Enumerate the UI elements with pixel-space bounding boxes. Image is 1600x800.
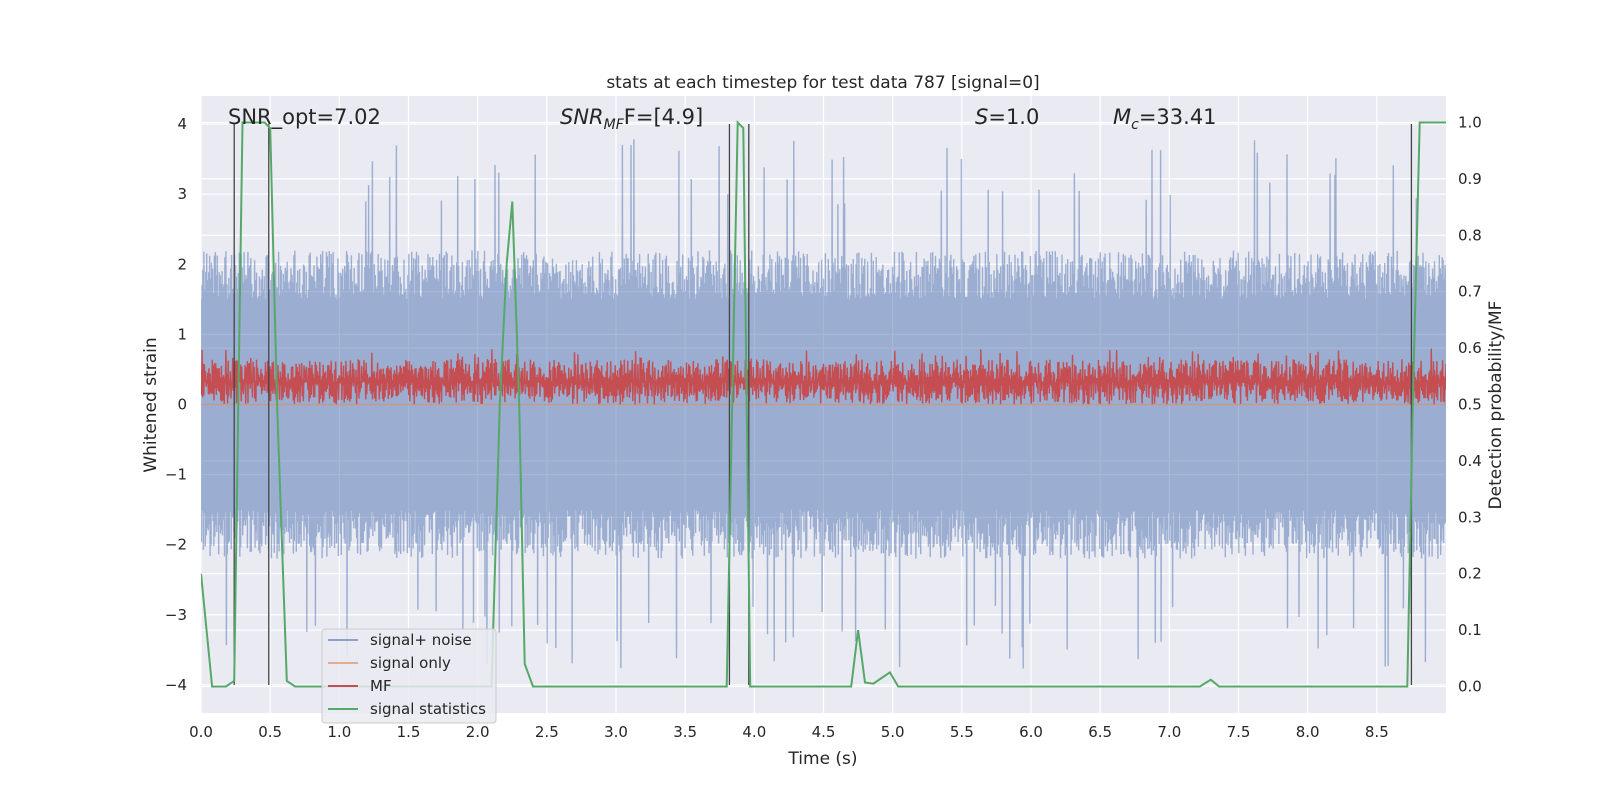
legend-label-signal-noise: signal+ noise xyxy=(370,631,472,649)
x-tick-label: 3.5 xyxy=(673,723,697,741)
annotation-snr-mf-value: F=[4.9] xyxy=(624,105,703,129)
x-tick-label: 6.5 xyxy=(1088,723,1112,741)
annotation-mc-sub: c xyxy=(1131,117,1139,133)
annotation-snr-mf-sub: MF xyxy=(604,117,625,133)
annotation-snr-mf: SNRMFF=[4.9] xyxy=(560,105,703,133)
series-signal-noise xyxy=(201,139,1446,669)
y2-tick-label: 0.9 xyxy=(1458,170,1482,188)
y2-tick-label: 0.8 xyxy=(1458,226,1482,244)
series-mf xyxy=(201,348,1446,405)
legend-label-signal-statistics: signal statistics xyxy=(370,700,486,718)
x-tick-label: 8.0 xyxy=(1296,723,1320,741)
y2-tick-label: 0.1 xyxy=(1458,621,1482,639)
y-tick-label: −4 xyxy=(165,676,187,694)
y2-tick-label: 0.6 xyxy=(1458,339,1482,357)
annotation-snr-mf-main: SNR xyxy=(560,105,604,129)
y-tick-label: −1 xyxy=(165,466,187,484)
y-tick-label: 1 xyxy=(177,325,187,343)
y-axis-ticks: −4 −3 −2 −1 0 1 2 3 4 xyxy=(165,115,187,694)
x-tick-label: 0.5 xyxy=(258,723,282,741)
y2-tick-label: 0.3 xyxy=(1458,508,1482,526)
x-tick-label: 7.0 xyxy=(1157,723,1181,741)
annotation-mc-main: M xyxy=(1113,105,1131,129)
y-tick-label: 2 xyxy=(177,255,187,273)
y-tick-label: −3 xyxy=(165,606,187,624)
series-layer xyxy=(201,120,1446,688)
y2-tick-label: 0.0 xyxy=(1458,677,1482,695)
y2-axis-ticks: 0.0 0.1 0.2 0.3 0.4 0.5 0.6 0.7 0.8 0.9 1.0 xyxy=(1458,114,1482,696)
x-tick-label: 6.0 xyxy=(1019,723,1043,741)
legend-label-mf: MF xyxy=(370,677,392,695)
y2-tick-label: 0.7 xyxy=(1458,283,1482,301)
y-tick-label: 4 xyxy=(177,115,187,133)
x-tick-label: 2.0 xyxy=(466,723,490,741)
x-tick-label: 1.0 xyxy=(327,723,351,741)
legend-label-signal-only: signal only xyxy=(370,654,451,672)
y-tick-label: 3 xyxy=(177,185,187,203)
y2-axis-label: Detection probability/MF xyxy=(1486,301,1506,510)
x-axis-ticks: 0.0 0.5 1.0 1.5 2.0 2.5 3.0 3.5 4.0 4.5 5.0 5.5 6.0 6… xyxy=(189,723,1389,741)
y2-tick-label: 1.0 xyxy=(1458,114,1482,132)
x-axis-label: Time (s) xyxy=(787,749,857,769)
annotation-snr-opt: SNR_opt=7.02 xyxy=(228,105,381,130)
legend-box xyxy=(321,628,497,724)
x-tick-label: 5.0 xyxy=(881,723,905,741)
x-tick-label: 1.5 xyxy=(397,723,421,741)
y2-tick-label: 0.2 xyxy=(1458,565,1482,583)
chart-title: stats at each timestep for test data 787… xyxy=(606,73,1039,93)
y-tick-label: 0 xyxy=(177,396,187,414)
x-tick-label: 0.0 xyxy=(189,723,213,741)
annotation-s: S=1.0 xyxy=(975,105,1039,129)
x-tick-label: 3.0 xyxy=(604,723,628,741)
annotation-s-value: =1.0 xyxy=(988,105,1039,129)
y-axis-label: Whitened strain xyxy=(141,337,161,472)
y2-tick-label: 0.4 xyxy=(1458,452,1482,470)
y-tick-label: −2 xyxy=(165,536,187,554)
x-tick-label: 2.5 xyxy=(535,723,559,741)
x-tick-label: 5.5 xyxy=(950,723,974,741)
x-tick-label: 4.5 xyxy=(812,723,836,741)
series-signal-statistics xyxy=(201,120,1446,688)
x-tick-label: 8.5 xyxy=(1365,723,1389,741)
annotation-mc: Mc=33.41 xyxy=(1113,105,1217,133)
annotation-s-main: S xyxy=(975,105,988,129)
x-tick-label: 7.5 xyxy=(1227,723,1251,741)
x-tick-label: 4.0 xyxy=(742,723,766,741)
annotation-mc-value: =33.41 xyxy=(1139,105,1217,129)
y2-tick-label: 0.5 xyxy=(1458,396,1482,414)
legend: signal+ noise signal only MF signal stat… xyxy=(321,628,497,724)
